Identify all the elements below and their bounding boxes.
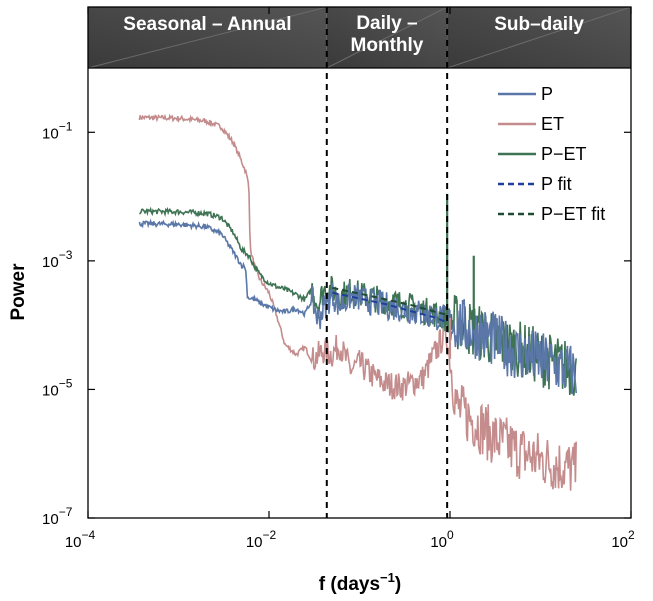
series-line-p	[138, 218, 577, 395]
legend-label: P fit	[541, 174, 572, 194]
legend-label: ET	[541, 114, 564, 134]
y-tick-label: 10−7	[42, 505, 73, 528]
legend-label: P	[541, 84, 553, 104]
band-label: Monthly	[351, 35, 424, 56]
band-label: Daily –	[356, 13, 417, 34]
y-axis-title: Power	[8, 263, 29, 321]
legend-label: P−ET fit	[541, 204, 605, 224]
band-boundaries	[325, 7, 449, 518]
plot-frame	[87, 6, 632, 519]
band-label: Seasonal – Annual	[123, 14, 291, 35]
x-tick-label: 102	[611, 528, 635, 551]
series-line-p-fit	[332, 291, 448, 324]
band-header-diagonal	[446, 6, 632, 69]
x-axis-title: f (days−1)	[319, 570, 401, 595]
series-line-et	[138, 113, 577, 491]
data-series	[138, 113, 577, 491]
x-tick-label: 10−2	[246, 528, 277, 551]
legend-label: P−ET	[541, 144, 587, 164]
y-tick-label: 10−5	[42, 376, 73, 399]
band-header-diagonal	[326, 6, 448, 69]
x-tick-label: 100	[430, 528, 454, 551]
series-line-p-et-fit	[332, 286, 448, 316]
band-label: Sub–daily	[494, 14, 584, 35]
x-axis-ticks: 10−4 10−2 100 102	[65, 7, 635, 551]
band-header-diagonal	[87, 6, 327, 69]
y-tick-label: 10−3	[42, 248, 73, 271]
y-tick-label: 10−1	[42, 119, 73, 142]
y-axis-ticks: 10−7 10−5 10−3 10−1	[42, 119, 631, 528]
x-tick-label: 10−4	[65, 528, 96, 551]
series-line-p-et	[139, 206, 577, 396]
frequency-bands: Seasonal – Annual Daily –Monthly Sub–daily	[87, 6, 632, 69]
legend: P ET P−ET P fit P−ET fit	[498, 84, 605, 224]
